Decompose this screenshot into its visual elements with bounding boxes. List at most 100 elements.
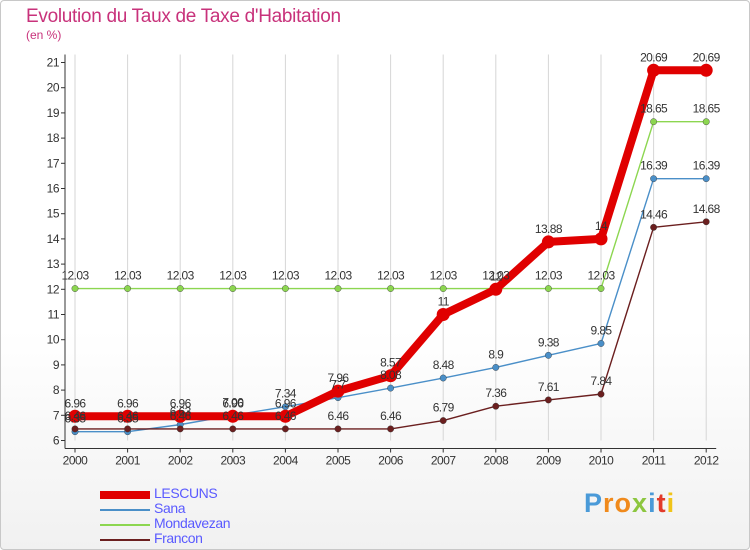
x-tick-label: 2006 (378, 454, 404, 468)
data-label-layer: 6.96 6.96 6.96 6.96 6.96 7.96 8.57 11 12 13.88 14 2… (61, 50, 721, 426)
data-label-sana: 6.35 (65, 412, 87, 426)
data-point-francon (650, 223, 657, 231)
y-tick-label: 15 (47, 207, 60, 221)
data-label-sana: 9.38 (538, 335, 560, 349)
data-label-sana: 8.08 (380, 368, 402, 382)
y-tick-label: 20 (47, 81, 60, 95)
data-point-sana (545, 351, 552, 359)
y-tick-label: 7 (53, 408, 60, 422)
data-label-mondavezan: 12.03 (430, 269, 458, 283)
data-point-lescuns (173, 409, 187, 423)
legend-swatch (100, 524, 150, 526)
data-point-francon (492, 402, 500, 410)
data-point-lescuns (68, 409, 82, 423)
data-label-francon: 7.61 (538, 380, 560, 394)
x-tick-label: 2000 (63, 454, 89, 468)
data-label-lescuns: 8.57 (380, 356, 402, 370)
data-label-lescuns: 6.96 (275, 396, 297, 410)
data-label-sana: 6.35 (117, 412, 139, 426)
data-label-mondavezan: 12.03 (61, 269, 89, 283)
data-point-sana (597, 340, 605, 347)
data-point-lescuns (121, 409, 135, 423)
data-point-francon (124, 425, 132, 433)
data-label-mondavezan: 12.03 (535, 269, 563, 283)
legend-item-sana: Sana (100, 500, 320, 516)
y-tick-label: 14 (47, 232, 60, 246)
data-point-francon (387, 425, 394, 433)
data-label-sana: 16.39 (640, 159, 668, 173)
series-lescuns (68, 63, 713, 423)
data-label-mondavezan: 12.03 (219, 269, 247, 283)
data-label-francon: 6.46 (170, 409, 192, 423)
data-label-sana: 6.63 (170, 405, 192, 419)
data-label-mondavezan: 12.03 (272, 269, 300, 283)
data-point-mondavezan (124, 285, 132, 292)
data-label-francon: 6.79 (433, 401, 455, 415)
series-layer (68, 63, 713, 436)
legend-swatch (100, 491, 150, 499)
proxiti-logo: Proxiti (584, 488, 675, 519)
chart-title: Evolution du Taux de Taxe d'Habitation (26, 6, 341, 27)
data-label-mondavezan: 12.03 (324, 269, 352, 283)
x-tick-label: 2012 (694, 454, 720, 468)
data-point-mondavezan (545, 285, 552, 292)
data-label-francon: 14.46 (640, 207, 668, 221)
data-label-mondavezan: 12.03 (377, 269, 405, 283)
data-point-lescuns (384, 369, 398, 383)
data-label-lescuns: 6.96 (117, 396, 139, 410)
x-tick-label: 2010 (589, 454, 615, 468)
data-point-sana (702, 175, 710, 183)
data-label-sana: 7.7 (331, 378, 347, 392)
data-point-francon (597, 390, 605, 398)
data-label-sana: 8.48 (433, 358, 455, 372)
data-point-francon (439, 417, 447, 424)
y-tick-label: 9 (53, 358, 60, 372)
data-label-francon: 6.46 (65, 409, 87, 423)
y-tick-label: 16 (47, 182, 60, 196)
data-label-mondavezan: 12.03 (114, 269, 142, 283)
legend-swatch (100, 509, 150, 511)
data-label-mondavezan: 18.65 (640, 102, 668, 116)
data-label-francon: 7.84 (591, 374, 613, 388)
x-tick-label: 2002 (168, 454, 194, 468)
data-label-lescuns: 11 (438, 295, 450, 309)
data-point-sana (492, 364, 500, 371)
logo-letter: o (614, 488, 633, 518)
logo-letter: t (656, 488, 667, 518)
data-point-lescuns (489, 282, 503, 296)
x-tick-label: 2001 (115, 454, 141, 468)
data-point-sana (650, 175, 657, 183)
data-point-lescuns (436, 308, 450, 321)
y-tick-label: 18 (47, 131, 60, 145)
data-label-francon: 6.46 (117, 409, 139, 423)
data-point-mondavezan (334, 285, 342, 292)
data-point-francon (176, 425, 184, 433)
data-label-lescuns: 6.96 (170, 396, 192, 410)
axis-layer: 6 7 8 9 10 11 12 13 14 15 16 17 18 19 20 21 2000 2001 2002… (47, 54, 720, 468)
data-label-lescuns: 12 (490, 269, 503, 283)
grid-layer (74, 54, 707, 441)
x-tick-label: 2007 (431, 454, 457, 468)
legend-swatch (100, 539, 150, 541)
data-point-lescuns (541, 235, 555, 249)
y-tick-label: 6 (53, 434, 60, 448)
logo-letter: x (632, 488, 649, 518)
data-point-mondavezan (176, 285, 184, 292)
data-label-lescuns: 20.69 (693, 50, 721, 64)
legend-item-lescuns: LESCUNS (100, 485, 320, 501)
data-label-francon: 6.46 (380, 409, 402, 423)
data-point-mondavezan (71, 285, 79, 292)
data-label-sana: 7.34 (275, 387, 297, 401)
legend-label: Mondavezan (154, 515, 231, 531)
x-tick-label: 2003 (220, 454, 246, 468)
y-tick-label: 17 (47, 156, 60, 170)
x-tick-label: 2011 (642, 454, 667, 468)
x-tick-label: 2004 (273, 454, 299, 468)
y-tick-label: 12 (47, 282, 60, 296)
data-point-mondavezan (387, 285, 394, 292)
data-label-francon: 6.46 (275, 409, 297, 423)
data-point-francon (71, 425, 79, 433)
data-point-mondavezan (650, 118, 657, 126)
legend-label: Sana (154, 500, 186, 516)
